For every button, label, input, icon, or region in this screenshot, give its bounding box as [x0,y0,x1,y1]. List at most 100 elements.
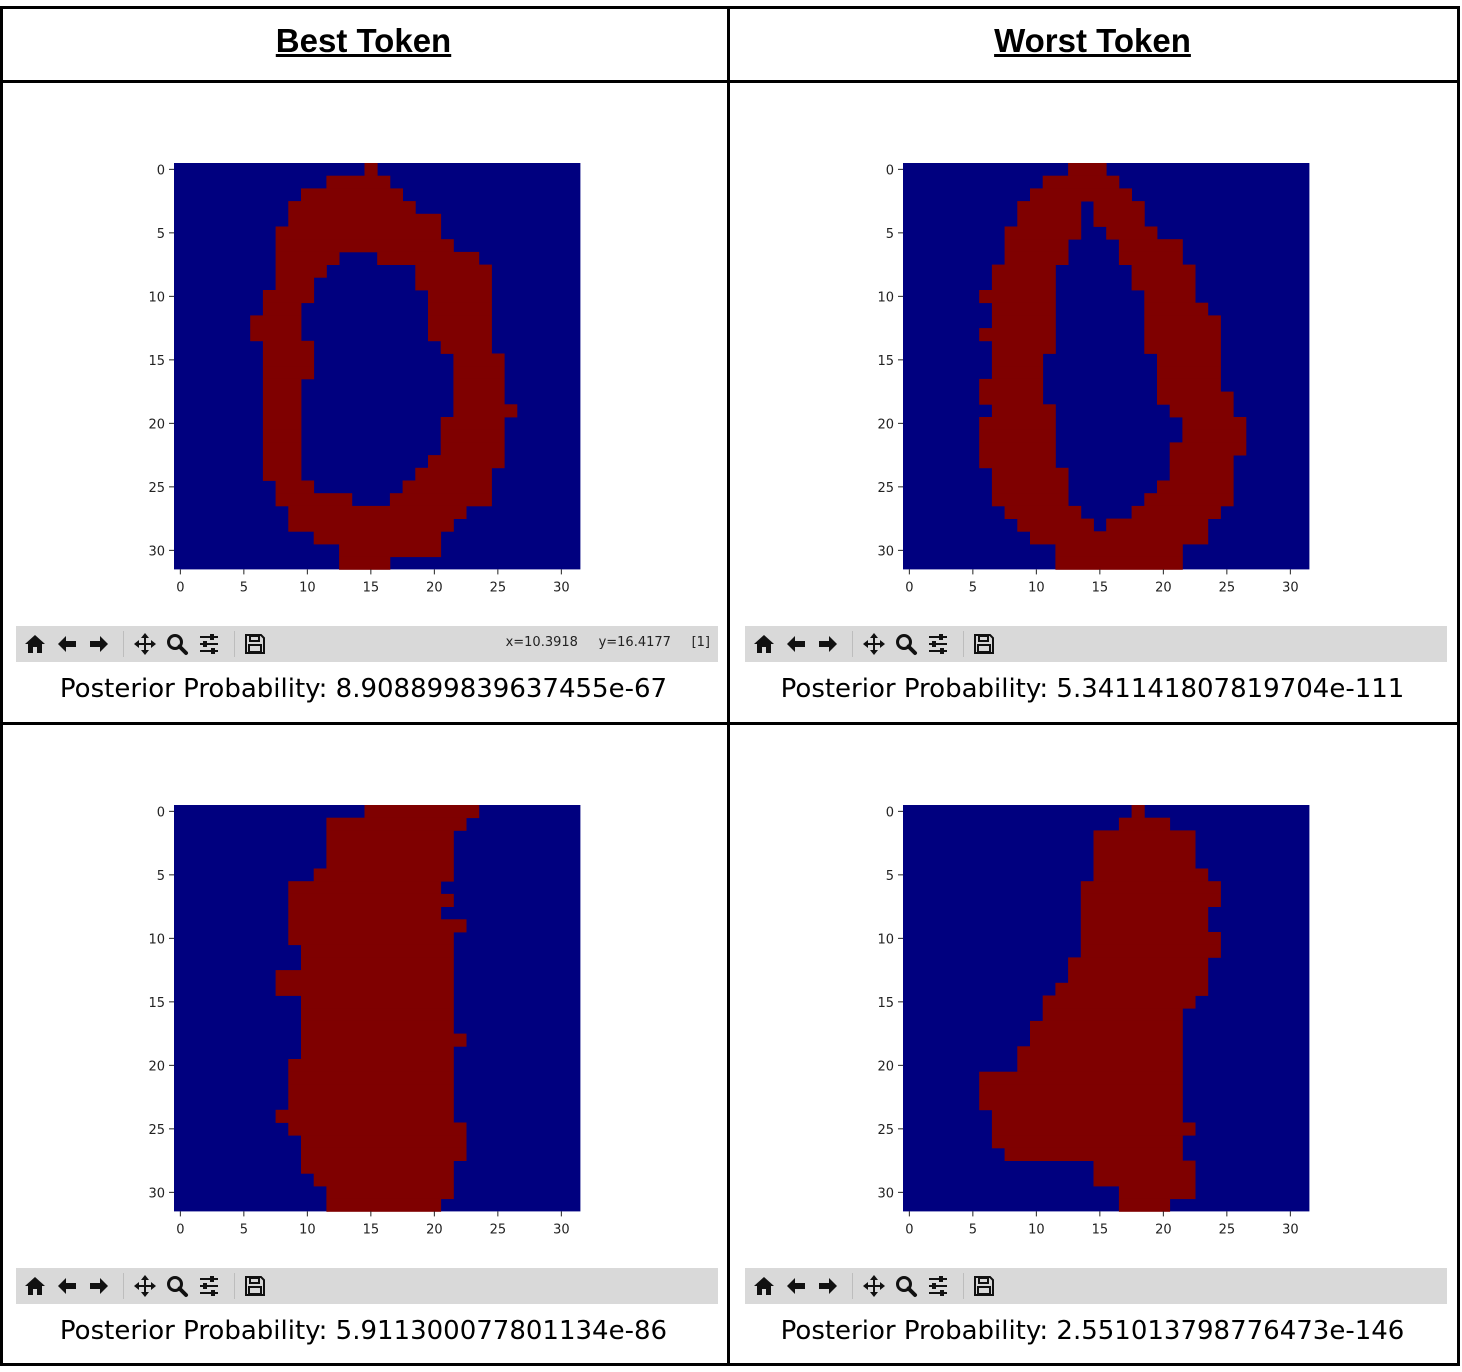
comparison-table [0,6,1460,1366]
heatmap-cell-run [288,906,442,920]
heatmap-cell-run [326,830,454,844]
heatmap-cell-run [991,353,1044,367]
heatmap-cell-run [979,328,1056,342]
heatmap-cell-run [440,442,505,456]
save-icon [245,1276,265,1296]
heatmap-cell-run [313,531,442,545]
heatmap-cell-run [275,480,315,494]
heatmap-cell-run [262,340,315,354]
heatmap-cell-run [1169,455,1234,469]
cursor-coordinates: x=10.3918 y=16.4177 [1] [505,635,710,650]
forward-button[interactable] [85,1271,113,1301]
x-tick-label: 10 [299,1222,316,1237]
toolbar-separator [963,631,964,657]
configure-subplots-button[interactable] [195,629,223,659]
configure-subplots-icon [200,634,218,654]
heatmap-cell-run [339,544,442,558]
heatmap-cell-run [1157,353,1221,367]
back-icon [787,636,805,652]
heatmap-cell-run [262,417,302,431]
pan-button[interactable] [860,629,888,659]
heatmap-cell-run [301,957,454,971]
heatmap-cell-run [1055,556,1183,570]
pan-button[interactable] [860,1271,888,1301]
toolbar-separator [123,1273,124,1299]
zoom-button[interactable] [163,629,191,659]
heatmap-cell-run [1157,391,1234,405]
heatmap-cell-run [979,1084,1183,1098]
heatmap-cell-run [453,378,505,392]
heatmap-cell-run [1157,480,1234,494]
zoom-button[interactable] [892,629,920,659]
forward-icon [90,1278,108,1294]
y-tick-label: 10 [877,290,894,305]
save-button[interactable] [970,629,998,659]
home-button[interactable] [750,1271,778,1301]
heatmap-cell-run [1157,366,1221,380]
toolbar-separator [234,1273,235,1299]
heatmap-cell-run [250,328,302,342]
heatmap-cell-run [326,175,391,189]
heatmap-cell-run [1182,429,1247,443]
configure-subplots-button[interactable] [924,629,952,659]
best-token-header: Best Token [275,22,452,59]
heatmap-cell-run [301,1160,454,1174]
heatmap-cell-run [1106,226,1158,240]
heatmap-cell-run [1118,817,1171,831]
heatmap-plot-worst-bottom[interactable]: 0 5 10 15 20 25 30 0 5 10 15 20 25 30 [869,797,1329,1257]
save-button[interactable] [970,1271,998,1301]
y-tick-label: 10 [877,932,894,947]
save-icon [974,1276,994,1296]
y-tick-label: 0 [886,163,894,178]
heatmap-cell-run [1055,544,1183,558]
heatmap-cell-run [979,455,1056,469]
home-button[interactable] [21,629,49,659]
back-button[interactable] [53,1271,81,1301]
back-icon [787,1278,805,1294]
y-tick-label: 30 [148,1186,165,1201]
home-button[interactable] [21,1271,49,1301]
x-tick-label: 10 [299,580,316,595]
pan-icon [134,633,156,655]
heatmap-cell-run [364,805,480,819]
heatmap-plot-worst-top[interactable]: 0 5 10 15 20 25 30 0 5 10 15 20 25 30 [869,155,1329,615]
heatmap-cell-run [301,1020,454,1034]
heatmap-cell-run [262,455,302,469]
y-tick-label: 5 [157,869,165,884]
back-button[interactable] [782,1271,810,1301]
back-button[interactable] [782,629,810,659]
save-button[interactable] [241,1271,269,1301]
heatmap-cell-run [275,226,442,240]
heatmap-cell-run [991,480,1069,494]
home-button[interactable] [750,629,778,659]
zoom-button[interactable] [163,1271,191,1301]
y-tick-label: 20 [877,1059,894,1074]
save-button[interactable] [241,629,269,659]
zoom-button[interactable] [892,1271,920,1301]
heatmap-cell-run [979,417,1056,431]
heatmap-cell-run [1118,251,1183,265]
heatmap-cell-run [1004,505,1082,519]
heatmap-cell-run [1080,906,1209,920]
forward-button[interactable] [814,629,842,659]
forward-button[interactable] [85,629,113,659]
heatmap-plot-best-bottom[interactable]: 0 5 10 15 20 25 30 0 5 10 15 20 25 30 [140,797,600,1257]
back-button[interactable] [53,629,81,659]
heatmap-cell-run [301,1135,467,1149]
heatmap-cell-run [1169,404,1234,418]
forward-button[interactable] [814,1271,842,1301]
heatmap-cell-run [1055,982,1209,996]
toolbar-separator [852,631,853,657]
heatmap-cell-run [979,391,1044,405]
heatmap-cell-run [1093,830,1196,844]
y-tick-label: 25 [877,481,894,496]
configure-subplots-button[interactable] [195,1271,223,1301]
heatmap-plot-best-top[interactable]: 0 5 10 15 20 25 30 0 5 10 15 20 25 30 [140,155,600,615]
heatmap-cell-run [326,1198,442,1212]
pan-button[interactable] [131,1271,159,1301]
configure-subplots-button[interactable] [924,1271,952,1301]
y-tick-label: 15 [877,996,894,1011]
pan-button[interactable] [131,629,159,659]
heatmap-cell-run [1042,175,1120,189]
heatmap-cell-run [1030,188,1132,202]
